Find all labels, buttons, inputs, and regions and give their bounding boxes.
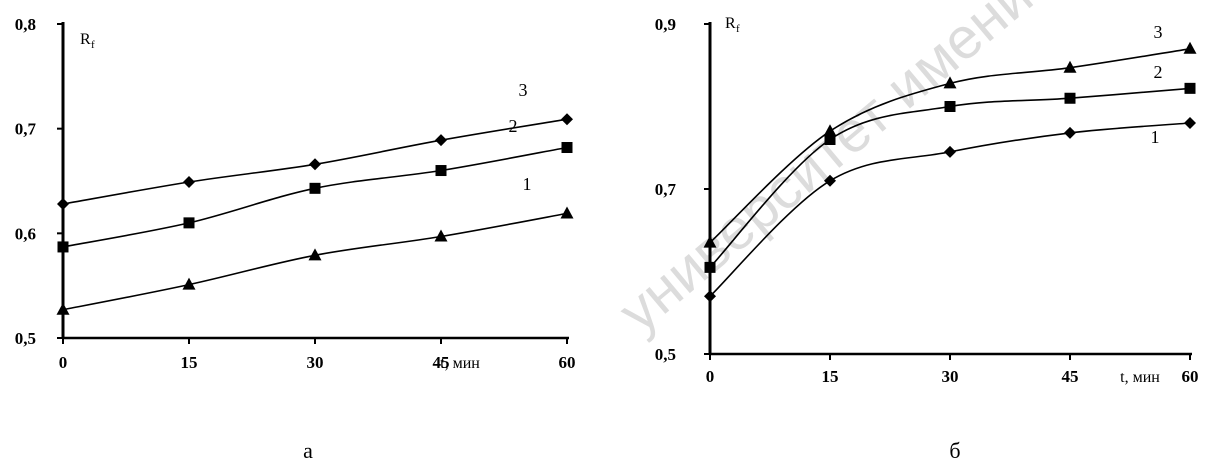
chart-2-series-2-point (944, 101, 956, 112)
chart-2-series-3-label: 3 (1154, 22, 1163, 42)
chart-1-series-1-label: 1 (523, 174, 532, 194)
chart-1-y-tick-label: 0,7 (15, 120, 37, 139)
chart-1-y-tick-label: 0,5 (15, 329, 36, 348)
chart-2-series-1-point (1184, 117, 1196, 129)
chart-2-x-tick-label: 0 (706, 367, 715, 386)
chart-1-y-axis-label: R (80, 31, 91, 48)
chart-1-x-tick-label: 45 (433, 353, 450, 372)
chart-2-series-1-point (1064, 126, 1076, 139)
chart-1-series-3-label: 3 (519, 80, 528, 100)
chart-1-series-3-point (309, 158, 321, 171)
chart-1-x-tick-label: 0 (59, 353, 68, 372)
chart-2-y-tick-label: 0,9 (655, 15, 676, 34)
chart-1-x-tick-label: 60 (559, 353, 576, 372)
chart-1-series-1-point (308, 248, 322, 261)
chart-1-series-1-point (182, 277, 196, 290)
chart-1-series-2-point (183, 217, 195, 229)
chart-1-x-tick-label: 15 (181, 353, 198, 372)
watermark: университет имени Н. Г. (607, 0, 1145, 345)
chart-1-series-2-label: 2 (509, 116, 518, 136)
chart-1-x-tick-label: 30 (307, 353, 324, 372)
chart-2-y-tick-label: 0,7 (655, 180, 677, 199)
chart-1-series-1-line (62, 212, 568, 311)
chart-1-series-3-point (57, 198, 69, 211)
chart-2-series-2-point (1184, 82, 1196, 94)
chart-2-series-2-point (704, 261, 716, 273)
chart-2-series-2-line (709, 87, 1191, 268)
chart-1-y-tick-label: 0,8 (15, 15, 36, 34)
chart-2-panel-label: б (949, 438, 960, 463)
chart-2-x-tick-label: 15 (822, 367, 839, 386)
chart-2-x-tick-label: 45 (1062, 367, 1079, 386)
chart-2-series-1-point (824, 174, 836, 187)
chart-1-y-tick-label: 0,6 (15, 224, 36, 243)
chart-2-x-tick-label: 30 (942, 367, 959, 386)
chart-2-series-3-point (1183, 41, 1197, 54)
chart-2-series-2-point (824, 134, 836, 145)
chart-1-series-2-point (561, 142, 573, 154)
chart-1-series-3-point (183, 176, 195, 189)
chart-1-x-axis-label: t, мин (440, 355, 480, 372)
chart-2-y-axis-label: R (725, 15, 736, 32)
chart-2-y-tick-label: 0,5 (655, 345, 676, 364)
chart-1-series-3-point (435, 134, 447, 147)
chart-2-series-2-label: 2 (1154, 62, 1163, 82)
chart-1-series-2-point (435, 165, 447, 177)
chart-1-series-3-point (561, 113, 573, 126)
chart-1-panel-label: а (303, 438, 313, 463)
chart-2-x-tick-label: 60 (1182, 367, 1199, 386)
chart-1-series-1-point (560, 206, 574, 219)
chart-2-series-3-point (943, 76, 957, 89)
chart-1-series-1-point (434, 229, 448, 242)
chart-1-series-1-point (56, 302, 70, 315)
chart-2-series-1-point (704, 290, 716, 303)
chart-1-series-2-point (57, 241, 69, 253)
chart-2-x-axis-label: t, мин (1120, 369, 1160, 386)
chart-1-y-axis-label-sub: f (91, 39, 95, 51)
chart-1-series-2-point (309, 182, 321, 194)
chart-2-series-3-point (1063, 60, 1077, 73)
chart-2-series-3-point (823, 124, 837, 137)
chart-2-y-axis-label-sub: f (736, 23, 740, 35)
chart-2-series-3-point (703, 235, 717, 248)
chart-2-series-2-point (1064, 92, 1076, 104)
chart-2-series-1-label: 1 (1151, 127, 1160, 147)
chart-2-series-1-point (944, 145, 956, 158)
